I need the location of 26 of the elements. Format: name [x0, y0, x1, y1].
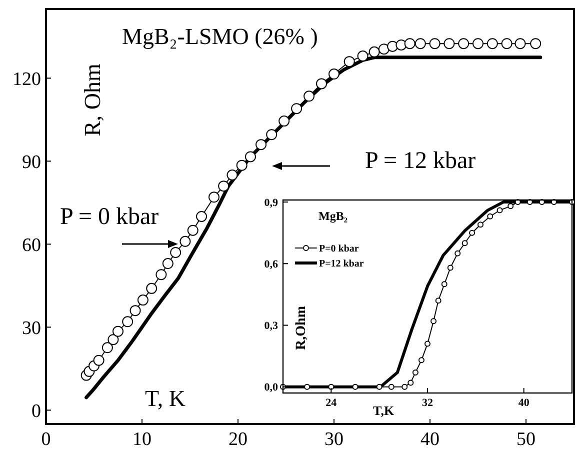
x-axis-title: T,K — [373, 403, 395, 418]
text: MgB₂-LSMO (26% ) — [122, 24, 318, 49]
x-axis-title: T, K — [145, 386, 186, 411]
y-axis-title: R, Ohm — [80, 63, 105, 136]
y-tick-label: 0,6 — [264, 258, 278, 270]
x-tick-label: 20 — [228, 429, 248, 450]
x-tick-label: 40 — [420, 429, 440, 450]
legend-label: P = 12 kbar — [365, 148, 476, 174]
x-tick-label: 40 — [518, 397, 530, 409]
y-tick-label: 60 — [22, 234, 41, 256]
legend-label: P=12 kbar — [319, 258, 364, 270]
y-tick-label: 0,3 — [264, 320, 278, 332]
x-tick-label: 32 — [422, 397, 434, 409]
x-tick-label: 10 — [132, 429, 152, 450]
y-tick-label: 90 — [22, 152, 41, 173]
y-tick-label: 120 — [12, 68, 41, 90]
x-tick-label: 24 — [326, 397, 338, 409]
y-tick-label: 0,0 — [264, 382, 278, 394]
y-tick-label: 0,9 — [264, 196, 278, 209]
y-axis-title: R,Ohm — [294, 306, 309, 350]
series-label: P = 0 kbar — [60, 204, 159, 230]
x-tick-label: 50 — [516, 429, 536, 450]
x-tick-label: 30 — [324, 429, 344, 450]
y-tick-label: 30 — [22, 318, 41, 339]
text: MgB₂ — [318, 209, 348, 223]
legend-label: P=0 kbar — [319, 244, 360, 254]
